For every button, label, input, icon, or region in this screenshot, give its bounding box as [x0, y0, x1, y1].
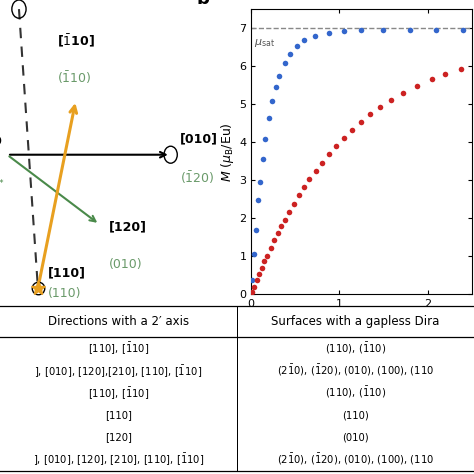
Text: [$\bar{1}$10]: [$\bar{1}$10]	[57, 32, 95, 48]
Point	[270, 237, 278, 244]
Point	[255, 196, 262, 204]
Point	[281, 59, 289, 67]
Text: (2$\bar{1}$0), ($\bar{1}$20), (010), (100), (110: (2$\bar{1}$0), ($\bar{1}$20), (010), (10…	[277, 363, 434, 378]
Point	[255, 270, 263, 278]
Point	[248, 288, 256, 295]
Text: (110), ($\bar{1}$10): (110), ($\bar{1}$10)	[325, 385, 386, 401]
Point	[312, 167, 319, 174]
Text: (110): (110)	[342, 410, 369, 420]
Point	[295, 191, 302, 199]
Point	[457, 65, 465, 73]
Text: b: b	[196, 0, 209, 8]
Text: [120]: [120]	[109, 220, 147, 234]
Point	[256, 178, 264, 186]
Point	[290, 200, 297, 208]
Point	[358, 27, 365, 34]
Text: [110], [$\bar{1}$10]: [110], [$\bar{1}$10]	[88, 385, 149, 401]
Point	[293, 42, 301, 50]
Point	[259, 155, 266, 163]
Point	[433, 27, 440, 34]
Text: [110], [$\bar{1}$10]: [110], [$\bar{1}$10]	[88, 340, 149, 356]
Point	[428, 75, 436, 83]
Text: $\mu_\mathrm{sat}$: $\mu_\mathrm{sat}$	[254, 37, 275, 49]
Point	[406, 27, 414, 34]
Point	[366, 110, 374, 118]
Point	[348, 126, 356, 134]
Text: [010]: [010]	[180, 133, 218, 146]
Text: Directions with a 2′ axis: Directions with a 2′ axis	[48, 315, 189, 328]
Point	[262, 136, 269, 143]
Point	[399, 89, 407, 97]
Point	[311, 32, 319, 39]
Point	[459, 27, 466, 34]
Text: [120]: [120]	[105, 432, 132, 442]
Text: (110), ($\bar{1}$10): (110), ($\bar{1}$10)	[325, 341, 386, 356]
Point	[380, 27, 387, 34]
Point	[325, 150, 333, 158]
Point	[248, 276, 256, 283]
Point	[267, 244, 274, 252]
Point	[441, 71, 449, 78]
Point	[332, 142, 340, 150]
Text: ], [010], [120],[210], [110], [$\bar{1}$10]: ], [010], [120],[210], [110], [$\bar{1}$…	[35, 363, 202, 379]
Point	[265, 114, 273, 122]
Point	[274, 229, 282, 237]
Point	[277, 222, 285, 230]
Text: Surfaces with a gapless Dira: Surfaces with a gapless Dira	[271, 315, 440, 328]
Text: (010): (010)	[342, 432, 369, 442]
Point	[276, 72, 283, 80]
Point	[253, 277, 260, 284]
Point	[301, 36, 308, 44]
Point	[286, 50, 294, 58]
Y-axis label: $M$ ($\mu_\mathrm{B}$/Eu): $M$ ($\mu_\mathrm{B}$/Eu)	[219, 122, 237, 182]
Point	[269, 97, 276, 105]
Text: (110): (110)	[47, 287, 81, 301]
Point	[252, 227, 259, 234]
Point	[376, 103, 384, 111]
Point	[250, 283, 258, 291]
Point	[272, 83, 280, 91]
Point	[413, 82, 421, 90]
Point	[387, 96, 394, 104]
Text: ($\bar{1}$20): ($\bar{1}$20)	[180, 170, 215, 186]
Point	[261, 258, 268, 265]
Point	[301, 183, 308, 191]
Point	[250, 250, 258, 257]
Point	[340, 27, 347, 35]
Text: (2$\bar{1}$0), ($\bar{1}$20), (010), (100), (110: (2$\bar{1}$0), ($\bar{1}$20), (010), (10…	[277, 452, 434, 467]
Text: ($\bar{1}$10): ($\bar{1}$10)	[57, 70, 91, 86]
Point	[318, 159, 326, 166]
Point	[340, 134, 347, 141]
Point	[325, 29, 333, 36]
Text: $\hat{b}^*$: $\hat{b}^*$	[0, 176, 5, 195]
Text: ], [010], [120], [210], [110], [$\bar{1}$10]: ], [010], [120], [210], [110], [$\bar{1}…	[33, 452, 204, 467]
Point	[285, 208, 293, 216]
Point	[357, 118, 365, 126]
Point	[258, 264, 265, 272]
Point	[263, 252, 271, 259]
Point	[281, 216, 289, 223]
Text: (010): (010)	[109, 258, 143, 271]
Text: $\hat{\mathbf{b}}$: $\hat{\mathbf{b}}$	[0, 127, 2, 149]
Text: [110]: [110]	[47, 266, 85, 279]
Text: [110]: [110]	[105, 410, 132, 420]
Point	[306, 175, 313, 183]
